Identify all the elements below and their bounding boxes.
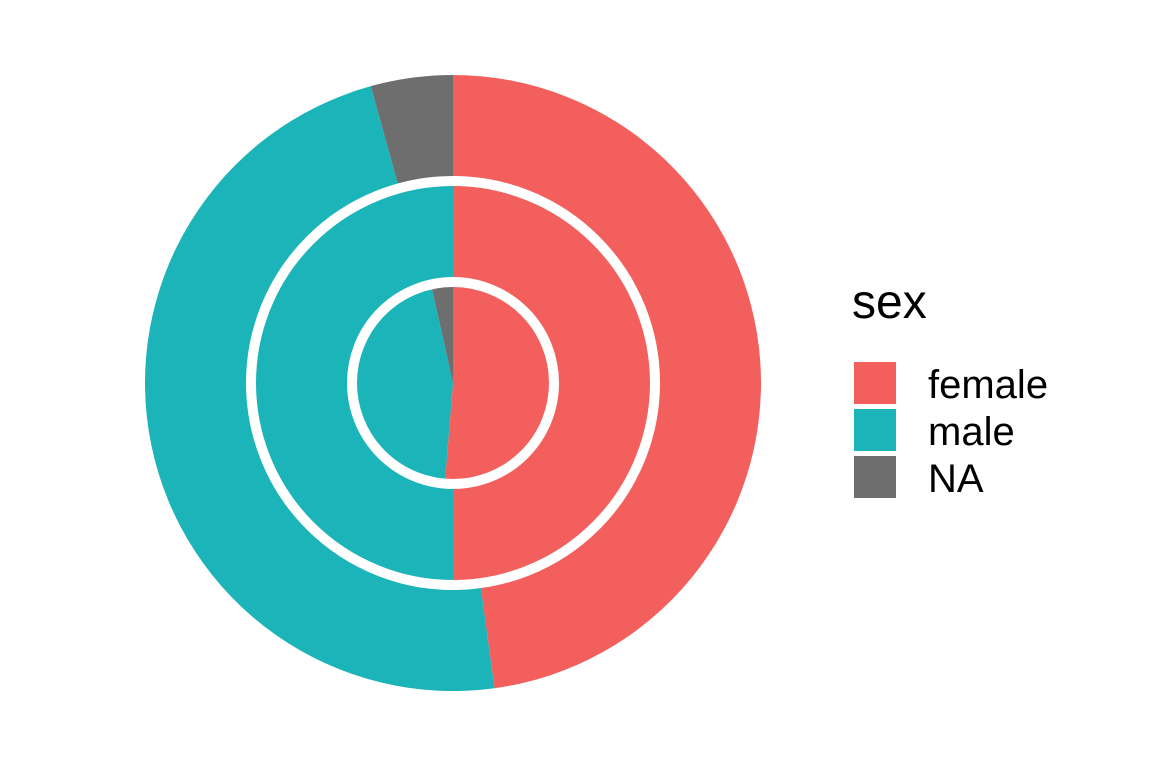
pie-area	[144, 75, 762, 692]
legend-swatch-female	[854, 362, 896, 404]
inner-ring-slice-na	[430, 282, 453, 383]
inner-ring-slice-male	[352, 284, 453, 484]
inner-ring-slice-female	[444, 282, 555, 485]
outer-ring-slice-male	[144, 86, 495, 692]
legend-label-female: female	[928, 363, 1048, 407]
legend-swatch-male	[854, 409, 896, 451]
ring-separator-outer	[246, 176, 660, 590]
legend-title: sex	[852, 276, 927, 329]
ring-separator-inner	[347, 277, 559, 489]
legend: sex female male NA	[852, 276, 1048, 501]
legend-label-na: NA	[928, 457, 984, 501]
outer-ring-slice-na	[370, 75, 453, 189]
outer-ring-slice-female	[453, 75, 762, 689]
legend-label-male: male	[928, 410, 1015, 454]
legend-swatch-na	[854, 456, 896, 498]
